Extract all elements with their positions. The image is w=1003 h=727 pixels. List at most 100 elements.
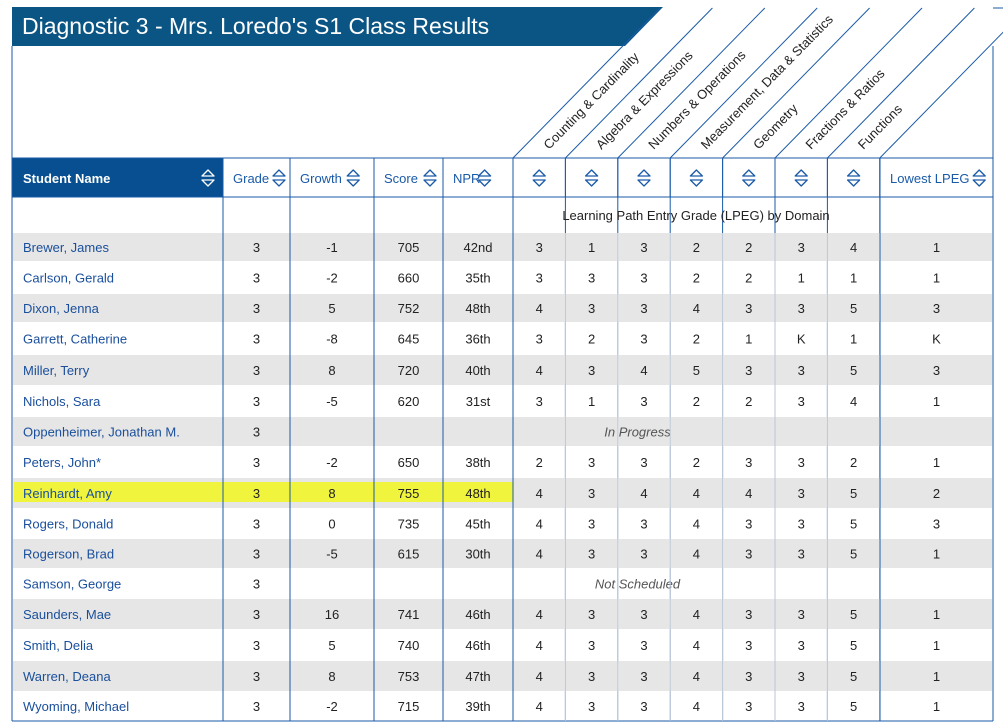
domain-cell: 5 [693, 363, 700, 378]
student-name-header-bg [12, 158, 223, 197]
sort-icon[interactable] [637, 169, 651, 187]
lowest-lpeg-cell: 1 [933, 607, 940, 622]
student-name-link[interactable]: Warren, Deana [23, 669, 111, 684]
npr-cell: 31st [466, 394, 491, 409]
growth-cell: -2 [326, 455, 338, 470]
student-name-link[interactable]: Miller, Terry [23, 363, 90, 378]
domain-cell: 4 [640, 486, 647, 501]
domain-cell: 5 [850, 607, 857, 622]
student-name-link[interactable]: Reinhardt, Amy [23, 486, 112, 501]
domain-cell: 3 [640, 547, 647, 562]
lowest-lpeg-cell: 2 [933, 486, 940, 501]
domain-cell: 2 [693, 332, 700, 347]
sort-icon[interactable] [794, 169, 808, 187]
domain-cell: 2 [745, 394, 752, 409]
lowest-lpeg-cell: K [932, 332, 941, 347]
table-row: Dixon, Jenna 3 5 752 48th 4 3 3 4 3 3 5 3 [13, 294, 992, 322]
domain-cell: 3 [745, 669, 752, 684]
student-name-link[interactable]: Nichols, Sara [23, 394, 101, 409]
score-cell: 741 [398, 607, 420, 622]
domain-cell: 3 [745, 638, 752, 653]
lowest-lpeg-cell: 1 [933, 240, 940, 255]
student-name-header[interactable]: Student Name [23, 171, 110, 186]
lowest-lpeg-header[interactable]: Lowest LPEG [890, 171, 970, 186]
lowest-lpeg-cell: 1 [933, 271, 940, 286]
score-cell: 715 [398, 699, 420, 714]
domain-cell: 1 [588, 394, 595, 409]
lowest-lpeg-cell: 3 [933, 517, 940, 532]
table-row: Garrett, Catherine 3 -8 645 36th 3 2 3 2 1 K 1 K [23, 322, 941, 355]
domain-cell: 4 [536, 363, 543, 378]
student-name-link[interactable]: Garrett, Catherine [23, 332, 127, 347]
sort-icon[interactable] [846, 169, 861, 187]
sort-icon[interactable] [532, 169, 546, 187]
domain-cell: 5 [850, 486, 857, 501]
npr-cell: 48th [465, 486, 490, 501]
student-name-link[interactable]: Smith, Delia [23, 638, 94, 653]
npr-header[interactable]: NPR [453, 171, 480, 186]
sort-icon[interactable] [201, 169, 215, 187]
domain-cell: 4 [693, 699, 700, 714]
domain-cell: 3 [640, 332, 647, 347]
domain-cell: 3 [745, 455, 752, 470]
grade-cell: 3 [253, 455, 260, 470]
sort-icon[interactable] [689, 169, 704, 187]
domain-cell: 5 [850, 517, 857, 532]
domain-cell: 5 [850, 699, 857, 714]
domain-cell: 3 [640, 394, 647, 409]
domain-cell: 3 [745, 363, 752, 378]
student-name-link[interactable]: Dixon, Jenna [23, 301, 100, 316]
domain-cell: 4 [536, 699, 543, 714]
sort-icon[interactable] [423, 169, 437, 187]
score-header[interactable]: Score [384, 171, 418, 186]
domain-cell: 3 [745, 517, 752, 532]
domain-cell: 4 [536, 607, 543, 622]
table-row: Rogerson, Brad 3 -5 615 30th 4 3 3 4 3 3 5 1 [13, 539, 992, 568]
table-row: Peters, John* 3 -2 650 38th 2 3 3 2 3 3 2 1 [23, 446, 940, 478]
student-name-link[interactable]: Oppenheimer, Jonathan M. [23, 425, 180, 440]
domain-cell: 2 [693, 394, 700, 409]
growth-header[interactable]: Growth [300, 171, 342, 186]
sort-icon[interactable] [584, 169, 599, 187]
npr-cell: 30th [465, 547, 490, 562]
student-name-link[interactable]: Saunders, Mae [23, 607, 111, 622]
sort-icon[interactable] [742, 169, 756, 187]
grade-cell: 3 [253, 332, 260, 347]
domain-cell: 4 [536, 517, 543, 532]
domain-cell: 3 [798, 301, 805, 316]
grade-cell: 3 [253, 363, 260, 378]
domain-cell: 3 [798, 699, 805, 714]
student-name-link[interactable]: Peters, John* [23, 455, 101, 470]
domain-cell: 3 [536, 240, 543, 255]
student-name-link[interactable]: Carlson, Gerald [23, 271, 114, 286]
grade-header[interactable]: Grade [233, 171, 269, 186]
npr-cell: 40th [465, 363, 490, 378]
grade-cell: 3 [253, 547, 260, 562]
domain-cell: 3 [798, 547, 805, 562]
npr-cell: 45th [465, 517, 490, 532]
student-name-link[interactable]: Rogerson, Brad [23, 547, 114, 562]
student-name-link[interactable]: Rogers, Donald [23, 517, 113, 532]
grade-cell: 3 [253, 240, 260, 255]
domain-cell: 3 [640, 455, 647, 470]
domain-cell: 3 [588, 547, 595, 562]
domain-cell: 3 [798, 607, 805, 622]
domain-cell: 3 [798, 363, 805, 378]
student-name-link[interactable]: Samson, George [23, 577, 121, 592]
npr-cell: 35th [465, 271, 490, 286]
domain-cell: 4 [850, 394, 857, 409]
grade-cell: 3 [253, 517, 260, 532]
sort-icon[interactable] [477, 169, 492, 187]
sort-icon[interactable] [272, 169, 286, 187]
score-cell: 740 [398, 638, 420, 653]
domain-header-label: Functions [855, 101, 906, 152]
domain-cell: 5 [850, 363, 857, 378]
student-name-link[interactable]: Brewer, James [23, 240, 109, 255]
domain-cell: 5 [850, 669, 857, 684]
sort-icon[interactable] [346, 169, 360, 187]
growth-cell: -1 [326, 240, 338, 255]
sort-icon[interactable] [972, 169, 986, 187]
student-name-link[interactable]: Wyoming, Michael [23, 699, 129, 714]
domain-header-label: Algebra & Expressions [593, 47, 696, 152]
